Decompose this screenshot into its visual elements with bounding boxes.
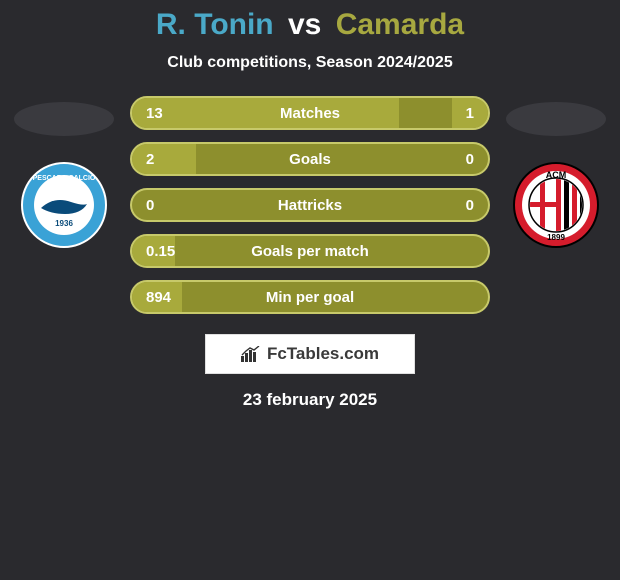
stat-value-right: 0 <box>466 197 474 214</box>
right-column: ACM 1899 <box>506 96 606 248</box>
stat-row: 0 Hattricks 0 <box>130 188 490 222</box>
stat-row: 13 Matches 1 <box>130 96 490 130</box>
stat-label: Min per goal <box>266 289 354 306</box>
pescara-year: 1936 <box>55 219 73 228</box>
pescara-badge: PESCARA CALCIO 1936 <box>21 162 107 248</box>
stat-label: Hattricks <box>278 197 342 214</box>
stat-label: Matches <box>280 105 340 122</box>
stat-value-left: 0.15 <box>146 243 175 260</box>
player1-photo-placeholder <box>14 102 114 136</box>
stat-value-left: 2 <box>146 151 154 168</box>
date: 23 february 2025 <box>0 390 620 410</box>
player2-name: Camarda <box>336 8 464 41</box>
player1-name: R. Tonin <box>156 8 274 41</box>
pescara-text: PESCARA CALCIO <box>33 175 96 182</box>
stat-label: Goals <box>289 151 331 168</box>
stat-fill-left <box>132 144 196 174</box>
comparison-title: R. Tonin vs Camarda <box>0 8 620 42</box>
stat-row: 894 Min per goal <box>130 280 490 314</box>
subtitle: Club competitions, Season 2024/2025 <box>0 54 620 72</box>
acm-text: ACM <box>546 170 567 180</box>
brand-label: FcTables.com <box>267 344 379 364</box>
stat-value-left: 0 <box>146 197 154 214</box>
stat-label: Goals per match <box>251 243 369 260</box>
stat-value-right: 1 <box>466 105 474 122</box>
stat-value-left: 13 <box>146 105 163 122</box>
left-column: PESCARA CALCIO 1936 <box>14 96 114 248</box>
stat-row: 2 Goals 0 <box>130 142 490 176</box>
chart-icon <box>241 346 261 362</box>
stat-value-left: 894 <box>146 289 171 306</box>
stats-list: 13 Matches 1 2 Goals 0 0 Hattricks 0 0.15 Goals pe… <box>130 96 490 314</box>
stat-row: 0.15 Goals per match <box>130 234 490 268</box>
acmilan-badge: ACM 1899 <box>513 162 599 248</box>
brand-box: FcTables.com <box>205 334 415 374</box>
stat-value-right: 0 <box>466 151 474 168</box>
acm-year: 1899 <box>547 233 565 242</box>
vs-text: vs <box>288 8 321 41</box>
layout: PESCARA CALCIO 1936 13 Matches 1 2 Goals 0 0 Ha… <box>0 96 620 314</box>
player2-photo-placeholder <box>506 102 606 136</box>
stat-fill-left <box>132 98 399 128</box>
